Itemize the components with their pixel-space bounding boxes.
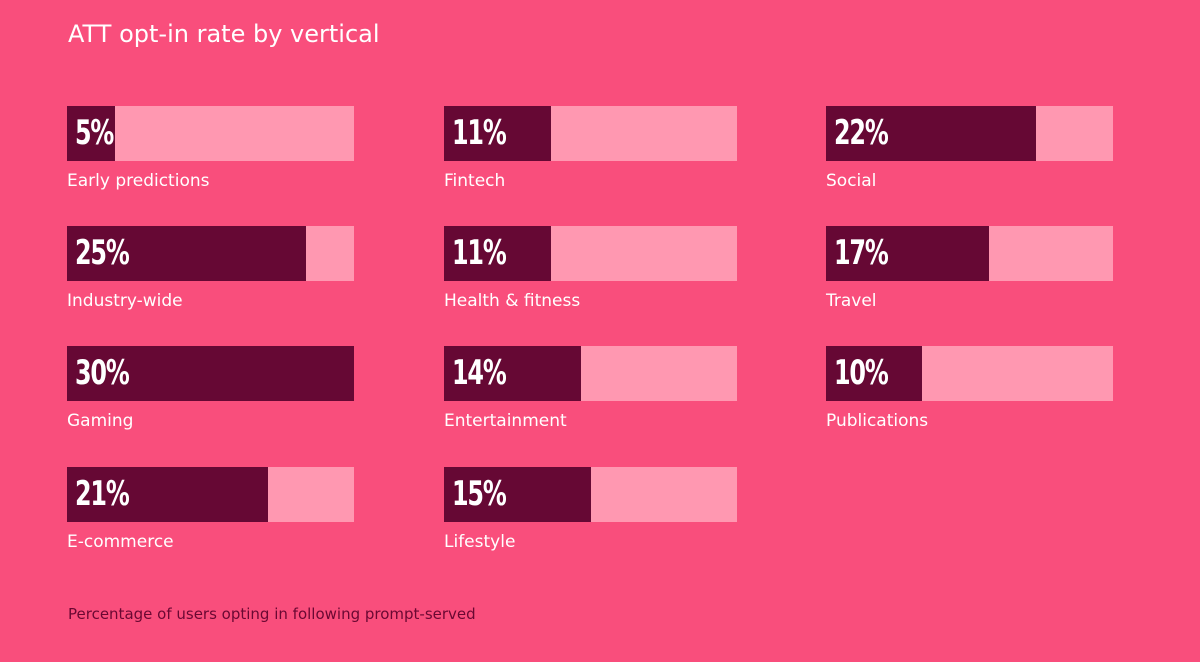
- bar-track: 22%: [826, 106, 1113, 161]
- bar-fill: [444, 106, 551, 161]
- chart-footnote: Percentage of users opting in following …: [68, 605, 476, 623]
- bar-track: 5%: [67, 106, 354, 161]
- bar-value-label: 25%: [75, 233, 130, 273]
- bar-category-label: Fintech: [444, 171, 506, 191]
- bar-category-label: Industry-wide: [67, 291, 183, 311]
- bar-value-label: 11%: [452, 233, 507, 273]
- bar-track: 11%: [444, 106, 737, 161]
- bar-track: 11%: [444, 226, 737, 281]
- bar-track: 10%: [826, 346, 1113, 401]
- bar-category-label: Lifestyle: [444, 532, 516, 552]
- bar-fill: [826, 106, 1036, 161]
- bar-value-label: 5%: [75, 113, 114, 153]
- bar-category-label: Health & fitness: [444, 291, 581, 311]
- bar-fill: [444, 226, 551, 281]
- bar-category-label: Early predictions: [67, 171, 210, 191]
- bar-category-label: Publications: [826, 411, 929, 431]
- bar-value-label: 10%: [834, 353, 889, 393]
- bar-track: 14%: [444, 346, 737, 401]
- bar-category-label: Entertainment: [444, 411, 567, 431]
- bar-fill: [67, 106, 115, 161]
- bar-fill: [826, 226, 989, 281]
- bar-fill: [444, 467, 591, 522]
- bar-category-label: Travel: [826, 291, 877, 311]
- bar-fill: [67, 226, 306, 281]
- bar-value-label: 11%: [452, 113, 507, 153]
- chart-title: ATT opt-in rate by vertical: [68, 20, 380, 48]
- bar-fill: [444, 346, 581, 401]
- bar-value-label: 17%: [834, 233, 889, 273]
- bar-track: 25%: [67, 226, 354, 281]
- bar-fill: [67, 467, 268, 522]
- bar-value-label: 14%: [452, 353, 507, 393]
- bar-track: 17%: [826, 226, 1113, 281]
- bar-value-label: 15%: [452, 474, 507, 514]
- bar-category-label: Social: [826, 171, 877, 191]
- bar-track: 15%: [444, 467, 737, 522]
- bar-category-label: E-commerce: [67, 532, 174, 552]
- bar-value-label: 22%: [834, 113, 889, 153]
- bar-value-label: 30%: [75, 353, 130, 393]
- bar-value-label: 21%: [75, 474, 130, 514]
- bar-track: 30%: [67, 346, 354, 401]
- bar-category-label: Gaming: [67, 411, 134, 431]
- bar-track: 21%: [67, 467, 354, 522]
- bar-fill: [67, 346, 354, 401]
- bar-fill: [826, 346, 922, 401]
